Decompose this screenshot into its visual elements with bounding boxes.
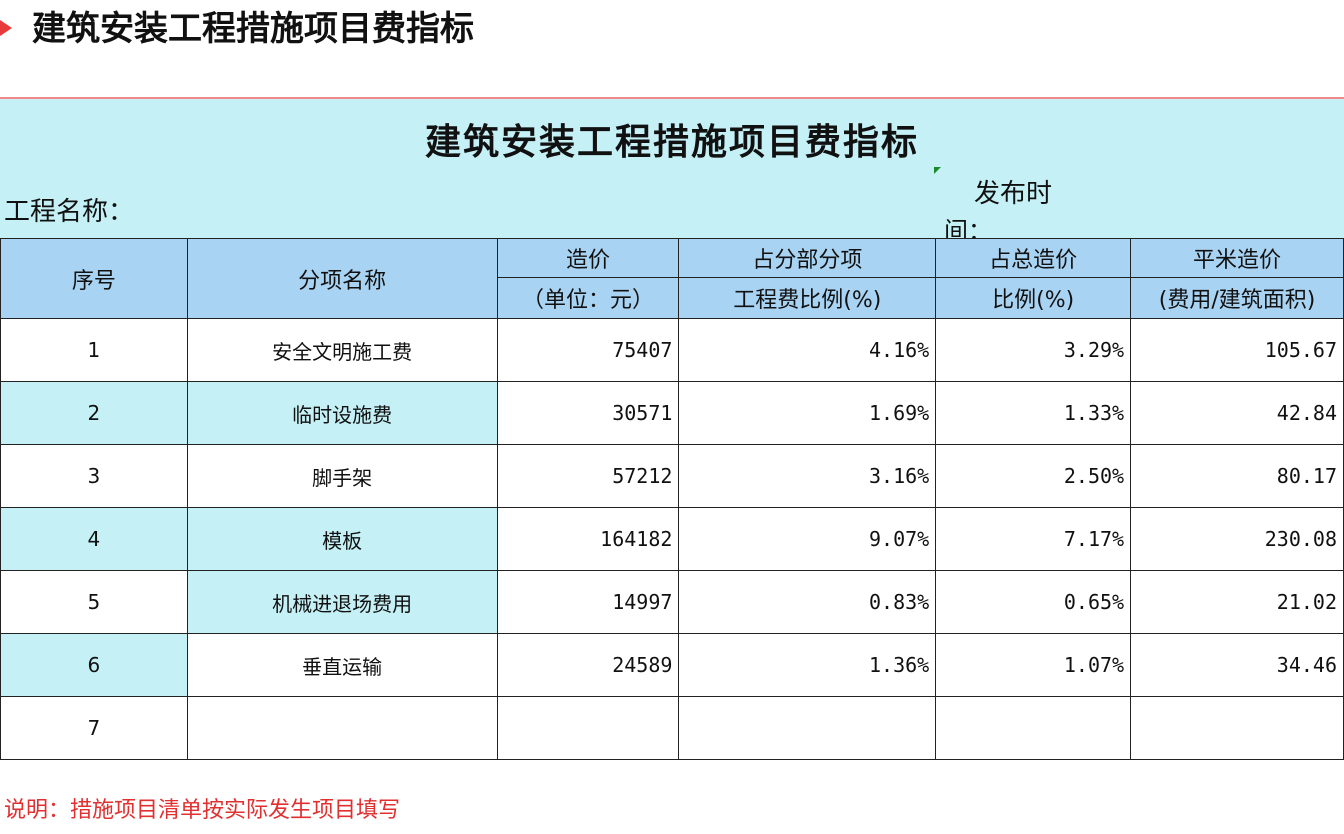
cell-cost[interactable]: 164182 (496, 507, 680, 571)
cell-ratio-total[interactable]: 7.17% (935, 507, 1132, 571)
cell-cost[interactable]: 14997 (496, 570, 680, 634)
header-sqm-unit: (费用/建筑面积) (1130, 277, 1344, 319)
cell-sqm[interactable]: 21.02 (1130, 570, 1344, 634)
cell-sqm[interactable]: 80.17 (1130, 444, 1344, 508)
table-row: 2 临时设施费 30571 1.69% 1.33% 42.84 (0, 381, 1344, 445)
cell-ratio-sub[interactable]: 9.07% (678, 507, 937, 571)
header-sqm: 平米造价 (1130, 238, 1344, 278)
table-row: 6 垂直运输 24589 1.36% 1.07% 34.46 (0, 633, 1344, 697)
cell-cost[interactable]: 57212 (496, 444, 680, 508)
cell-name[interactable]: 机械进退场费用 (186, 570, 498, 634)
cell-ratio-total[interactable]: 3.29% (935, 318, 1132, 382)
footnote: 说明：措施项目清单按实际发生项目填写 (4, 798, 401, 823)
header-ratio-sub: 占分部分项 (678, 238, 937, 278)
header-ratio-total: 占总造价 (935, 238, 1132, 278)
header-divider (0, 97, 1344, 99)
cell-cost[interactable]: 75407 (496, 318, 680, 382)
cell-index[interactable]: 5 (0, 570, 188, 634)
cell-index[interactable]: 7 (0, 696, 188, 760)
cell-ratio-total[interactable]: 1.33% (935, 381, 1132, 445)
table-row: 4 模板 164182 9.07% 7.17% 230.08 (0, 507, 1344, 571)
table-row: 3 脚手架 57212 3.16% 2.50% 80.17 (0, 444, 1344, 508)
cell-ratio-total[interactable]: 0.65% (935, 570, 1132, 634)
cell-sqm[interactable]: 42.84 (1130, 381, 1344, 445)
header-index: 序号 (0, 238, 188, 319)
cell-name[interactable]: 模板 (186, 507, 498, 571)
header-ratio-total-unit: 比例(%) (935, 277, 1132, 319)
cell-index[interactable]: 6 (0, 633, 188, 697)
project-name-label: 工程名称： (4, 197, 135, 227)
header-ratio-sub-unit: 工程费比例(%) (678, 277, 937, 319)
cell-name[interactable]: 垂直运输 (186, 633, 498, 697)
comment-marker-icon (934, 167, 941, 174)
cell-sqm[interactable]: 230.08 (1130, 507, 1344, 571)
cell-name[interactable]: 临时设施费 (186, 381, 498, 445)
sheet-title: 建筑安装工程措施项目费指标 (424, 122, 919, 163)
cell-sqm[interactable]: 34.46 (1130, 633, 1344, 697)
sheet-title-area: 建筑安装工程措施项目费指标 工程名称： 发布时 间： (0, 99, 1344, 245)
table-row: 1 安全文明施工费 75407 4.16% 3.29% 105.67 (0, 318, 1344, 382)
arrow-icon (0, 20, 12, 36)
cell-ratio-sub[interactable]: 0.83% (678, 570, 937, 634)
cell-name[interactable]: 脚手架 (186, 444, 498, 508)
table-row: 5 机械进退场费用 14997 0.83% 0.65% 21.02 (0, 570, 1344, 634)
cell-index[interactable]: 3 (0, 444, 188, 508)
cell-ratio-sub[interactable]: 4.16% (678, 318, 937, 382)
cell-ratio-sub[interactable]: 3.16% (678, 444, 937, 508)
cell-cost[interactable]: 30571 (496, 381, 680, 445)
table-row: 7 (0, 696, 1344, 760)
cell-cost[interactable]: 24589 (496, 633, 680, 697)
cell-index[interactable]: 1 (0, 318, 188, 382)
cell-sqm[interactable] (1130, 696, 1344, 760)
cell-ratio-total[interactable]: 1.07% (935, 633, 1132, 697)
header-cost: 造价 (496, 238, 680, 278)
page-header: 建筑安装工程措施项目费指标 (0, 0, 1344, 99)
publish-time-label: 发布时 (974, 179, 1053, 209)
cell-name[interactable] (186, 696, 498, 760)
cell-ratio-total[interactable]: 2.50% (935, 444, 1132, 508)
cell-ratio-sub[interactable]: 1.36% (678, 633, 937, 697)
cost-index-table: 序号 分项名称 造价 占分部分项 占总造价 平米造价 （单位：元） 工程费比例(… (0, 238, 1344, 760)
header-name: 分项名称 (186, 238, 498, 319)
page-heading: 建筑安装工程措施项目费指标 (32, 9, 474, 49)
cell-index[interactable]: 2 (0, 381, 188, 445)
cell-index[interactable]: 4 (0, 507, 188, 571)
header-cost-unit: （单位：元） (496, 277, 680, 319)
cell-ratio-sub[interactable]: 1.69% (678, 381, 937, 445)
cell-sqm[interactable]: 105.67 (1130, 318, 1344, 382)
cell-ratio-sub[interactable] (678, 696, 937, 760)
cell-cost[interactable] (496, 696, 680, 760)
cell-name[interactable]: 安全文明施工费 (186, 318, 498, 382)
cell-ratio-total[interactable] (935, 696, 1132, 760)
